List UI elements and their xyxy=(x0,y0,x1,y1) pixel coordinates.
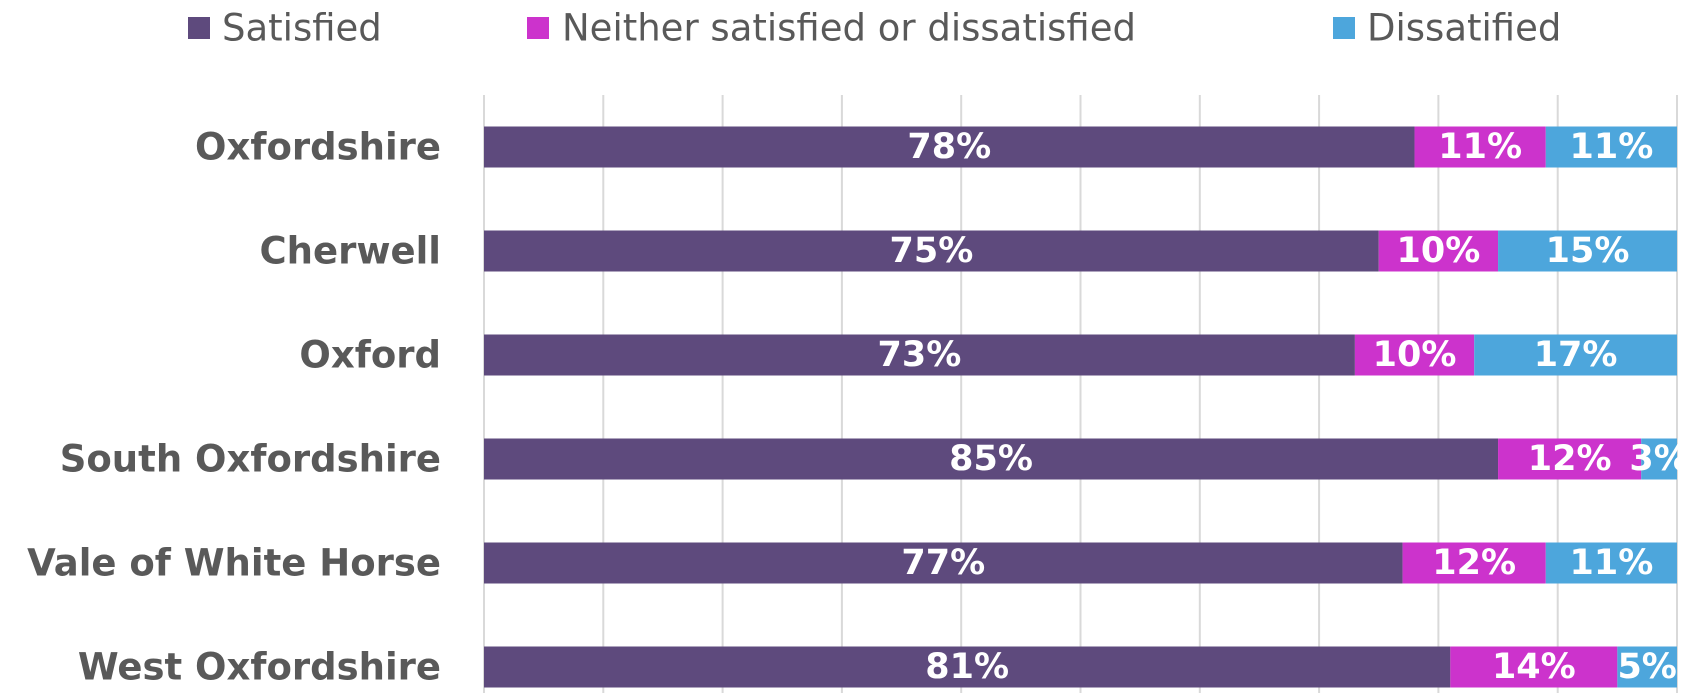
value-label: 11% xyxy=(1438,127,1522,167)
value-label: 14% xyxy=(1492,647,1576,687)
legend-swatch xyxy=(1333,17,1355,39)
legend-label: Satisfied xyxy=(222,7,382,50)
value-label: 81% xyxy=(925,647,1009,687)
legend-swatch xyxy=(527,17,549,39)
bar-segment xyxy=(1474,334,1677,376)
y-tick-label: Oxford xyxy=(299,334,441,377)
value-label: 77% xyxy=(901,543,985,583)
value-label: 85% xyxy=(949,439,1033,479)
bar-segment xyxy=(484,542,1403,584)
value-label: 3% xyxy=(1629,439,1686,479)
legend-label: Neither satisfied or dissatisfied xyxy=(562,7,1136,50)
value-label: 12% xyxy=(1432,543,1516,583)
bar-segment xyxy=(1545,126,1677,168)
bar-segment xyxy=(1378,230,1499,272)
y-tick-label: Cherwell xyxy=(260,230,441,273)
y-tick-label: South Oxfordshire xyxy=(60,438,441,481)
bar-segment xyxy=(484,438,1499,480)
bar-segment xyxy=(1617,646,1677,688)
bar-segment xyxy=(484,126,1415,168)
y-tick-label: Vale of White Horse xyxy=(27,542,441,585)
value-label: 15% xyxy=(1546,231,1630,271)
value-label: 10% xyxy=(1373,335,1457,375)
value-label: 11% xyxy=(1569,543,1653,583)
value-label: 11% xyxy=(1569,127,1653,167)
value-label: 73% xyxy=(878,335,962,375)
value-label: 5% xyxy=(1617,647,1676,687)
legend-swatch xyxy=(188,17,210,39)
bar-segment xyxy=(484,230,1379,272)
value-label: 75% xyxy=(889,231,973,271)
bar-segment xyxy=(1414,126,1546,168)
value-label: 78% xyxy=(907,127,991,167)
bar-segment xyxy=(484,334,1355,376)
bar-segment xyxy=(1641,438,1677,480)
bar-segment xyxy=(1498,230,1677,272)
bar-segment xyxy=(1545,542,1677,584)
bar-segment xyxy=(484,646,1451,688)
y-tick-label: Oxfordshire xyxy=(195,126,441,169)
legend-label: Dissatified xyxy=(1367,7,1561,50)
bar-segment xyxy=(1450,646,1618,688)
bar-segment xyxy=(1498,438,1642,480)
y-tick-label: West Oxfordshire xyxy=(78,646,441,689)
bar-segment xyxy=(1354,334,1475,376)
bar-segment xyxy=(1402,542,1546,584)
value-label: 12% xyxy=(1528,439,1612,479)
value-label: 10% xyxy=(1397,231,1481,271)
value-label: 17% xyxy=(1534,335,1618,375)
